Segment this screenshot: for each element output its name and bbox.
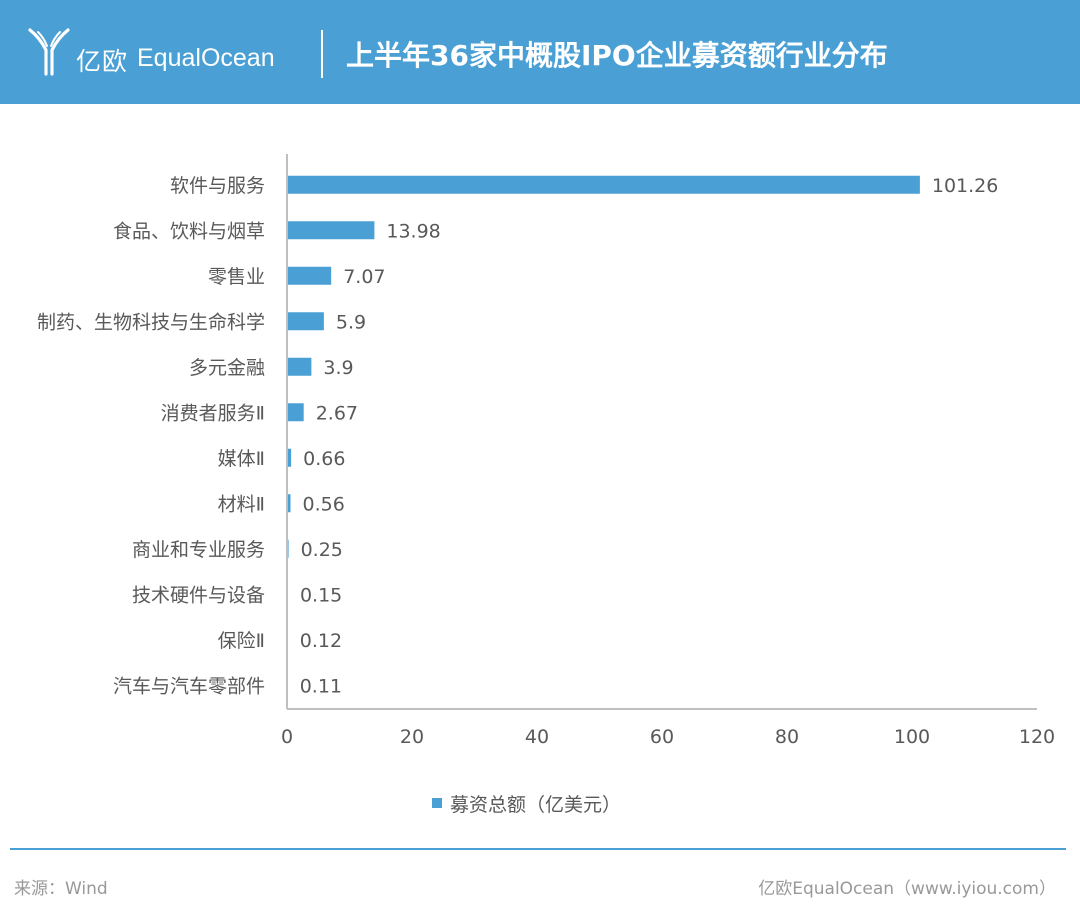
value-label: 13.98 xyxy=(386,220,440,242)
value-label: 0.25 xyxy=(301,539,343,561)
footer-divider xyxy=(10,848,1066,850)
bar xyxy=(287,357,312,376)
category-label: 保险Ⅱ xyxy=(218,630,265,652)
header-banner: 亿欧 EqualOcean 上半年36家中概股IPO企业募资额行业分布 xyxy=(0,0,1080,104)
category-label: 多元金融 xyxy=(189,357,265,379)
category-label: 媒体Ⅱ xyxy=(218,448,265,470)
bar xyxy=(287,312,324,331)
axis-layer: 0 20 40 60 80 100 120 xyxy=(281,154,1055,748)
category-label: 商业和专业服务 xyxy=(132,539,265,561)
category-label: 零售业 xyxy=(208,266,265,288)
logo-text-en: EqualOcean xyxy=(137,44,275,72)
legend-label: 募资总额（亿美元） xyxy=(450,794,621,816)
category-label: 食品、饮料与烟草 xyxy=(113,220,265,242)
category-label: 软件与服务 xyxy=(170,175,265,197)
category-label: 消费者服务Ⅱ xyxy=(161,402,265,424)
x-tick-label: 60 xyxy=(650,726,674,748)
logo-text-cn: 亿欧 xyxy=(76,47,129,76)
value-label: 2.67 xyxy=(316,402,358,424)
source-note: 来源：Wind xyxy=(14,879,108,899)
x-tick-label: 100 xyxy=(894,726,930,748)
value-label: 7.07 xyxy=(343,266,385,288)
x-tick-label: 40 xyxy=(525,726,549,748)
value-label: 0.12 xyxy=(300,630,342,652)
bar xyxy=(287,175,920,194)
value-label: 5.9 xyxy=(336,311,366,333)
x-tick-label: 120 xyxy=(1019,726,1055,748)
page-title: 上半年36家中概股IPO企业募资额行业分布 xyxy=(346,39,888,72)
value-label: 0.66 xyxy=(303,448,345,470)
category-label: 汽车与汽车零部件 xyxy=(113,675,265,697)
bar xyxy=(287,448,292,467)
bars-layer: 软件与服务 101.26 食品、饮料与烟草 13.98 零售业 7.07 制药、生物科技与生… xyxy=(37,175,998,698)
category-label: 技术硬件与设备 xyxy=(132,584,265,606)
bar xyxy=(287,266,332,285)
legend: 募资总额（亿美元） xyxy=(432,794,621,816)
bar xyxy=(287,403,304,422)
bar xyxy=(287,494,291,513)
header-divider xyxy=(321,30,323,78)
equalocean-logo-icon xyxy=(28,28,70,76)
value-label: 3.9 xyxy=(323,357,353,379)
x-tick-label: 20 xyxy=(400,726,424,748)
category-label: 材料Ⅱ xyxy=(218,493,265,515)
value-label: 101.26 xyxy=(932,175,998,197)
value-label: 0.11 xyxy=(300,675,342,697)
x-tick-label: 0 xyxy=(281,726,293,748)
category-label: 制药、生物科技与生命科学 xyxy=(37,311,265,333)
bar xyxy=(287,221,375,240)
bar-chart: 软件与服务 101.26 食品、饮料与烟草 13.98 零售业 7.07 制药、生物科技与生… xyxy=(37,154,1055,816)
site-credit: 亿欧EqualOcean（www.iyiou.com） xyxy=(758,879,1056,899)
legend-swatch xyxy=(432,798,442,808)
value-label: 0.15 xyxy=(300,584,342,606)
x-tick-label: 80 xyxy=(775,726,799,748)
value-label: 0.56 xyxy=(303,493,345,515)
